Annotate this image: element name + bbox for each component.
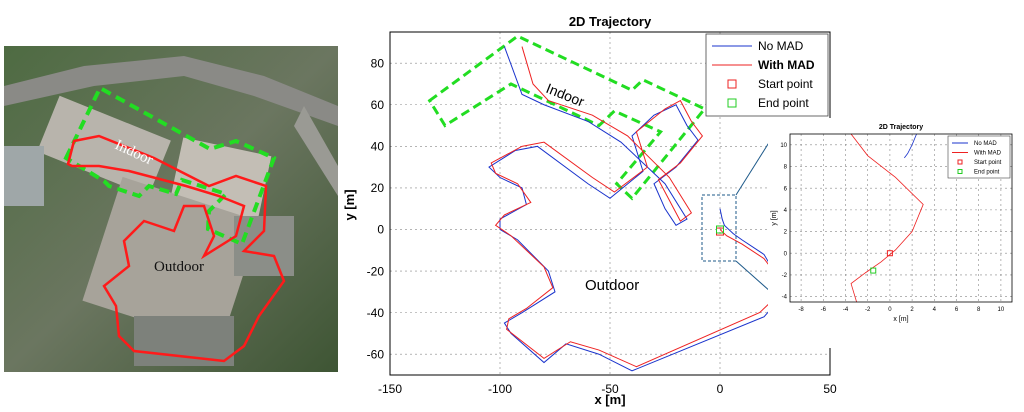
x-tick-label: 6 xyxy=(955,307,959,313)
y-tick-label: -40 xyxy=(367,306,385,320)
legend-label: With MAD xyxy=(974,151,1002,157)
inset-legend: No MAD With MAD Start point End point xyxy=(947,135,1011,179)
inset-xlabel: x [m] xyxy=(893,316,908,323)
y-tick-label: -4 xyxy=(782,295,788,301)
legend-swatch xyxy=(957,169,963,174)
y-tick-label: 6 xyxy=(784,186,788,192)
legend-label: Start point xyxy=(974,160,1002,166)
series-line-no-mad xyxy=(904,133,917,159)
x-tick-label: -2 xyxy=(865,307,871,313)
road xyxy=(294,106,338,196)
x-tick-label: 0 xyxy=(717,382,724,396)
indoor-region-outline xyxy=(427,34,707,201)
y-tick-label: 80 xyxy=(371,56,385,70)
y-tick-label: -2 xyxy=(782,273,788,279)
inset-series xyxy=(850,133,924,303)
x-tick-label: 4 xyxy=(933,307,937,313)
x-tick-label: 0 xyxy=(888,307,892,313)
start-point-marker xyxy=(886,250,893,257)
legend-swatch xyxy=(727,79,737,89)
inset-grid xyxy=(790,134,1012,302)
road xyxy=(4,56,338,126)
building xyxy=(82,176,261,346)
main-title: 2D Trajectory xyxy=(569,14,652,29)
main-annotation-indoor: Indoor xyxy=(544,80,587,110)
legend-swatch xyxy=(957,159,963,165)
y-tick-label: 40 xyxy=(371,140,385,154)
legend-label: End point xyxy=(974,170,1000,176)
photo-trajectory xyxy=(66,134,286,363)
y-tick-label: 60 xyxy=(371,98,385,112)
legend-label: No MAD xyxy=(974,141,997,147)
y-tick-label: -20 xyxy=(367,264,385,278)
main-legend: No MAD With MAD Start point End point xyxy=(705,33,829,117)
series-line-no-mad xyxy=(488,46,787,372)
x-tick-label: -6 xyxy=(821,307,827,313)
indoor-region xyxy=(427,34,707,201)
series-line-with-mad xyxy=(850,133,924,303)
inset-markers xyxy=(870,250,893,274)
building xyxy=(4,146,44,206)
x-tick-label: 50 xyxy=(823,382,837,396)
legend-swatch xyxy=(727,98,737,108)
x-tick-label: -4 xyxy=(843,307,849,313)
aerial-photo: Indoor Outdoor xyxy=(4,46,338,372)
main-annotation-outdoor: Outdoor xyxy=(585,277,639,294)
photo-indoor-outline xyxy=(63,85,277,247)
y-tick-label: 2 xyxy=(784,230,788,236)
x-tick-label: 8 xyxy=(977,307,981,313)
y-tick-label: 8 xyxy=(784,165,788,171)
y-tick-label: 20 xyxy=(371,181,385,195)
main-series xyxy=(488,46,787,372)
photo-outdoor-label: Outdoor xyxy=(154,259,204,275)
y-tick-label: 0 xyxy=(784,251,788,257)
x-tick-label: -50 xyxy=(601,382,619,396)
inset-title: 2D Trajectory xyxy=(879,124,923,131)
parking-lot xyxy=(134,316,234,366)
zoom-rect xyxy=(701,194,737,262)
y-tick-label: 0 xyxy=(377,223,384,237)
end-point-marker xyxy=(716,225,724,234)
end-point-marker xyxy=(870,267,877,274)
x-tick-label: 10 xyxy=(998,307,1005,313)
main-xlabel: x [m] xyxy=(594,392,625,407)
legend-label: End point xyxy=(758,96,809,110)
x-tick-label: -100 xyxy=(488,382,512,396)
series-line-with-mad xyxy=(490,46,787,368)
x-tick-label: -8 xyxy=(798,307,804,313)
main-markers xyxy=(716,225,724,236)
x-tick-label: -150 xyxy=(378,382,402,396)
inset-ylabel: y [m] xyxy=(771,210,778,225)
y-tick-label: 4 xyxy=(784,208,788,214)
y-tick-label: 10 xyxy=(780,143,787,149)
x-tick-label: 2 xyxy=(910,307,914,313)
legend-label: Start point xyxy=(758,77,813,91)
legend-label: With MAD xyxy=(758,58,815,72)
legend-box xyxy=(705,33,829,117)
main-ylabel: y [m] xyxy=(342,189,357,220)
legend-label: No MAD xyxy=(758,39,804,53)
inset-axes-frame xyxy=(789,133,1013,303)
building xyxy=(37,95,171,197)
y-tick-label: -60 xyxy=(367,347,385,361)
inset-trajectory-chart: -8 -6 -4 -2 0 2 4 6 8 10 -4 -2 0 2 4 6 8 10 2D Trajectory… xyxy=(768,118,1020,348)
inset-ticks: -8 -6 -4 -2 0 2 4 6 8 10 -4 -2 0 2 4 6 8 10 xyxy=(780,143,1005,313)
